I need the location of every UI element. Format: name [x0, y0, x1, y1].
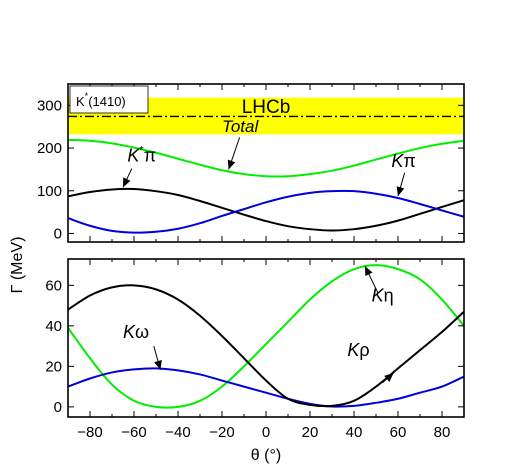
bottom-x-tick-label: −60: [121, 424, 146, 441]
bottom-x-tick-label: 60: [390, 424, 407, 441]
bottom-x-tick-label: 40: [346, 424, 363, 441]
bottom-series-line-0: [68, 264, 464, 409]
annotation-kstar-pi: K*π: [127, 145, 156, 166]
top-panel: 0 100 200 300 LHCb K*(1410) Total K*π Kπ: [37, 83, 465, 243]
arrow-kstar-pi-head: [123, 177, 131, 188]
top-series-line-2: [68, 189, 464, 234]
bottom-y-tick-label: 0: [54, 399, 62, 416]
annotation-k-eta: Kη: [372, 286, 394, 306]
y-axis-label: Γ (MeV): [9, 237, 26, 294]
bottom-x-tick-label: 20: [302, 424, 319, 441]
bottom-x-tick-label: 0: [262, 424, 270, 441]
arrow-total-head: [227, 159, 236, 170]
arrow-k-omega-head: [154, 360, 162, 370]
x-axis-label: θ (°): [251, 447, 281, 464]
bottom-x-tick-label: −80: [77, 424, 102, 441]
bottom-series-line-1: [68, 367, 464, 408]
bottom-panel: −80 −60 −40 −20 0 20 40 60 80 0 20 40 60 Kη Kω Kρ: [45, 258, 465, 441]
arrow-k-rho-head: [384, 373, 394, 382]
bottom-y-tick-label: 40: [45, 318, 62, 335]
bottom-x-tick-label: −20: [209, 424, 234, 441]
top-y-tick-label: 300: [37, 97, 62, 114]
bottom-y-tick-label: 20: [45, 358, 62, 375]
annotation-k-omega: Kω: [123, 322, 149, 342]
arrow-k-eta-head: [365, 266, 373, 276]
bottom-x-tick-label: −40: [165, 424, 190, 441]
top-y-tick-label: 0: [54, 225, 62, 242]
arrow-k-pi-head: [396, 186, 405, 197]
resonance-label: K*(1410): [76, 91, 126, 109]
band-label: LHCb: [242, 97, 291, 118]
bottom-y-tick-label: 60: [45, 277, 62, 294]
bottom-series-line-2: [68, 284, 464, 408]
resonance-label-box: [69, 85, 149, 114]
annotation-k-pi: Kπ: [391, 151, 415, 171]
bottom-x-tick-label: 80: [434, 424, 451, 441]
annotation-total: Total: [222, 117, 259, 136]
top-series-line-0: [68, 138, 464, 178]
top-y-tick-label: 200: [37, 140, 62, 157]
annotation-k-rho: Kρ: [347, 340, 369, 360]
top-y-tick-label: 100: [37, 183, 62, 200]
top-series-line-1: [68, 187, 464, 232]
